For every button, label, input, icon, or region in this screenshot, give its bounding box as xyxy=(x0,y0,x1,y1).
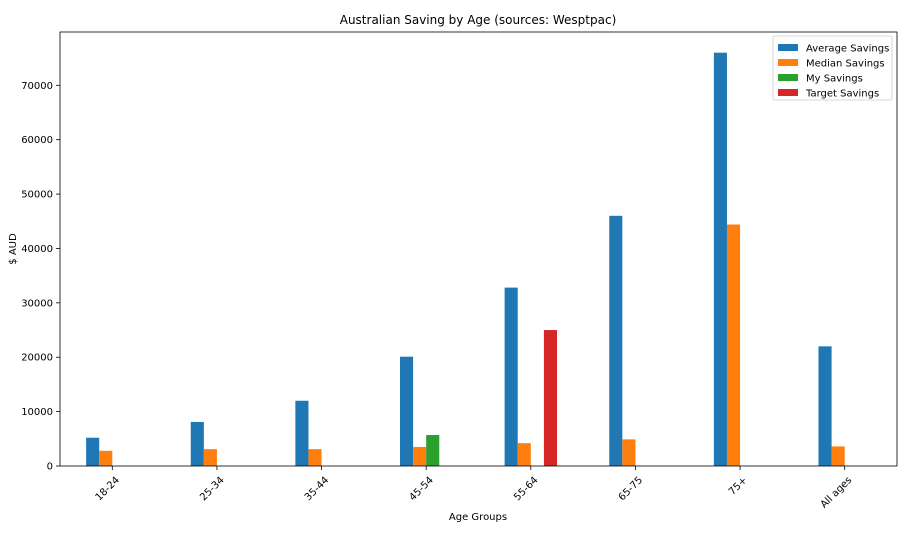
chart-title: Australian Saving by Age (sources: Wespt… xyxy=(340,13,617,27)
bar-median-savings-all-ages xyxy=(831,446,845,466)
legend-entry: Average Savings xyxy=(806,44,889,55)
bar-median-savings-55-64 xyxy=(517,443,531,466)
bar-average-savings-25-34 xyxy=(190,421,204,466)
bar-my-savings-45-54 xyxy=(426,435,440,466)
legend: Average Savings Median Savings My Savings T… xyxy=(772,35,893,101)
bar-average-savings-45-54 xyxy=(399,356,414,466)
y-tick-label: 40000 xyxy=(21,244,53,255)
legend-entry: My Savings xyxy=(806,74,863,85)
legend-box xyxy=(772,35,893,101)
x-tick-label: 65-75 xyxy=(617,475,645,503)
bar-median-savings-35-44 xyxy=(308,449,322,466)
plot-area: 18-24 25-34 35-44 45-54 55-64 65-75 75+ All age… xyxy=(21,31,898,511)
legend-swatch xyxy=(778,89,798,96)
legend-entry: Median Savings xyxy=(806,59,885,70)
legend-swatch xyxy=(778,44,798,51)
bar-average-savings-all-ages xyxy=(818,346,832,466)
x-tick-label: 75+ xyxy=(727,475,750,498)
bar-median-savings-65-75 xyxy=(622,439,636,466)
y-tick-label: 60000 xyxy=(21,135,53,146)
x-tick-label: 45-54 xyxy=(408,475,436,503)
bar-median-savings-45-54 xyxy=(413,446,427,466)
y-axis-label: $ AUD xyxy=(8,233,19,265)
y-tick-label: 0 xyxy=(47,462,53,473)
bar-average-savings-75+ xyxy=(713,52,727,467)
bar-average-savings-65-75 xyxy=(609,215,623,466)
legend-entry: Target Savings xyxy=(805,89,879,100)
plot-frame xyxy=(59,31,898,467)
bar-average-savings-18-24 xyxy=(86,437,100,466)
x-tick-label: All ages xyxy=(819,475,855,511)
x-tick-label: 35-44 xyxy=(303,475,331,503)
bar-median-savings-25-34 xyxy=(203,449,217,466)
y-tick-label: 20000 xyxy=(21,353,53,364)
y-tick-label: 30000 xyxy=(21,298,53,309)
y-tick-label: 50000 xyxy=(21,190,53,201)
y-tick-label: 70000 xyxy=(21,81,53,92)
legend-swatch xyxy=(778,59,798,66)
bar-target-savings-55-64 xyxy=(543,330,558,466)
y-tick-label: 10000 xyxy=(21,407,53,418)
x-axis-label: Age Groups xyxy=(449,512,507,523)
bar-median-savings-18-24 xyxy=(99,450,113,466)
legend-swatch xyxy=(778,74,798,81)
bar-median-savings-75+ xyxy=(726,224,741,466)
x-tick-label: 18-24 xyxy=(94,475,122,503)
x-tick-label: 25-34 xyxy=(198,475,226,503)
bar-average-savings-55-64 xyxy=(504,287,518,466)
x-tick-label: 55-64 xyxy=(512,475,540,503)
bar-average-savings-35-44 xyxy=(295,400,309,466)
